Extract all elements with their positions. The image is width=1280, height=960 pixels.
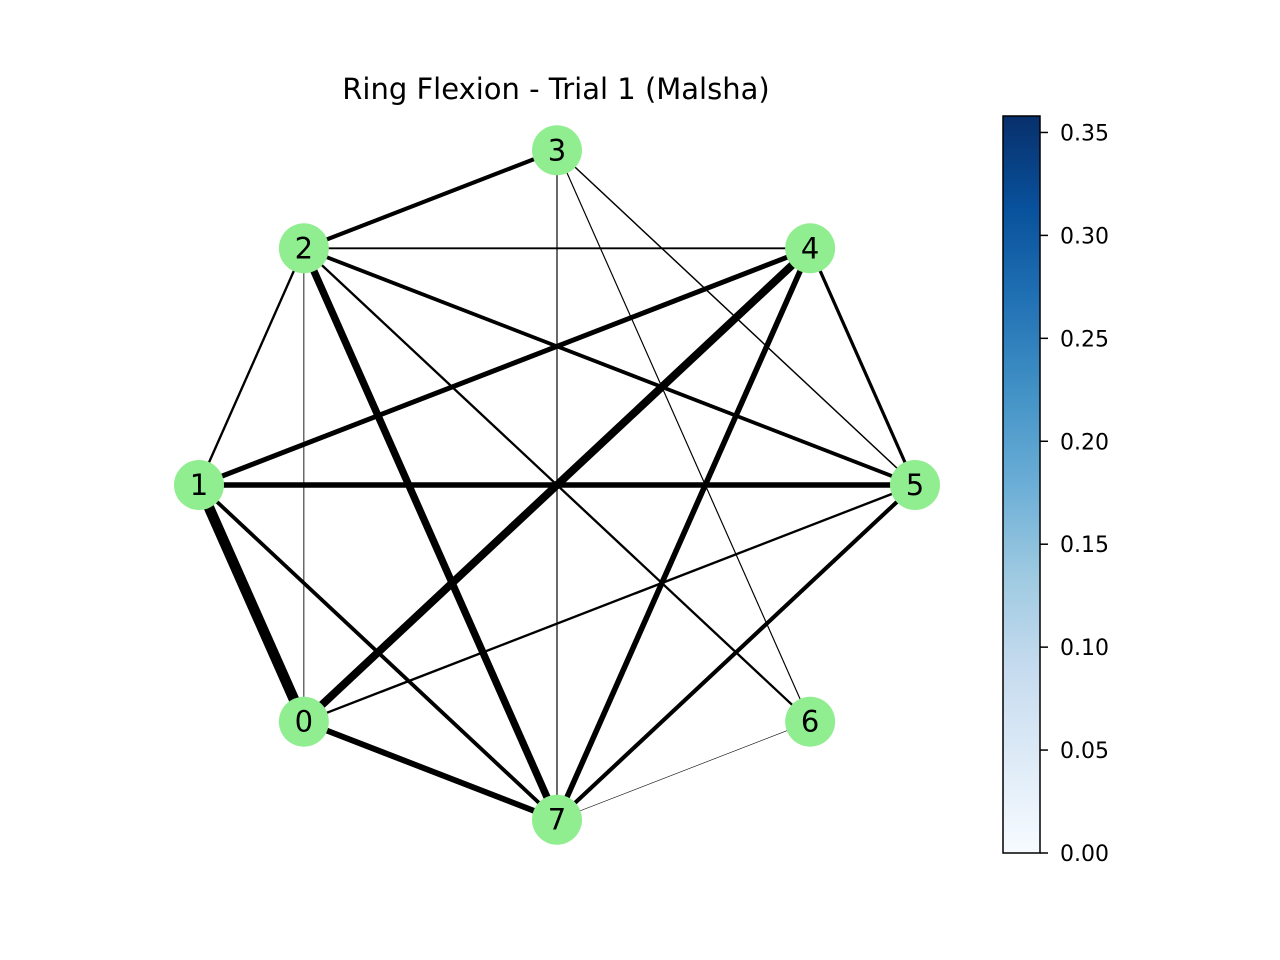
node-circle [785, 696, 836, 747]
edge-1-4 [198, 245, 812, 488]
edge-6-7 [556, 721, 811, 821]
colorbar: 0.00 0.05 0.10 0.15 0.20 0.25 0.30 0.35 [1002, 115, 1109, 867]
colorbar-tick-label: 0.15 [1060, 533, 1109, 558]
edge-3-5 [556, 149, 916, 486]
colorbar-tick-label: 0.20 [1060, 430, 1109, 455]
node-circle [278, 223, 329, 274]
node-circle [532, 794, 582, 845]
edge-0-5 [303, 483, 916, 723]
edge-2-3 [303, 148, 558, 251]
node-label: 1 [190, 468, 208, 502]
edge-0-7 [302, 718, 559, 823]
colorbar-scale [1002, 115, 1041, 854]
node-3: 3 [532, 125, 582, 176]
edges-layer [194, 148, 917, 823]
node-label: 5 [906, 468, 924, 502]
colorbar-tick-label: 0.30 [1060, 224, 1109, 249]
colorbar-tick-label: 0.25 [1060, 327, 1109, 352]
chart-title: Ring Flexion - Trial 1 (Malsha) [342, 72, 769, 106]
colorbar-tick-label: 0.05 [1060, 739, 1109, 764]
node-0: 0 [278, 696, 329, 747]
edge-3-6 [556, 150, 811, 722]
node-label: 0 [295, 705, 313, 739]
node-circle [174, 460, 224, 510]
colorbar-tick-label: 0.00 [1060, 842, 1109, 867]
node-label: 7 [548, 803, 566, 837]
edge-1-2 [197, 247, 305, 486]
node-4: 4 [785, 223, 836, 274]
node-2: 2 [278, 223, 329, 274]
node-label: 3 [548, 133, 566, 167]
node-circle [785, 223, 836, 274]
node-circle [532, 125, 582, 176]
edge-1-0 [194, 482, 309, 724]
node-label: 6 [801, 705, 819, 739]
node-7: 7 [532, 794, 582, 845]
edge-4-7 [554, 247, 813, 821]
edge-1-7 [197, 483, 559, 822]
edge-4-5 [808, 247, 917, 486]
colorbar-tick-label: 0.10 [1060, 636, 1109, 661]
edge-2-7 [300, 246, 561, 822]
nodes-layer: 0 1 2 3 4 5 6 7 [174, 125, 940, 845]
node-1: 1 [174, 460, 224, 510]
node-label: 4 [801, 231, 819, 265]
edge-2-5 [303, 246, 916, 487]
node-5: 5 [890, 460, 940, 510]
node-circle [278, 696, 329, 747]
node-label: 2 [295, 231, 313, 265]
node-6: 6 [785, 696, 836, 747]
node-circle [890, 460, 940, 510]
colorbar-ticks: 0.00 0.05 0.10 0.15 0.20 0.25 0.30 0.35 [1040, 121, 1109, 867]
colorbar-tick-label: 0.35 [1060, 121, 1109, 146]
